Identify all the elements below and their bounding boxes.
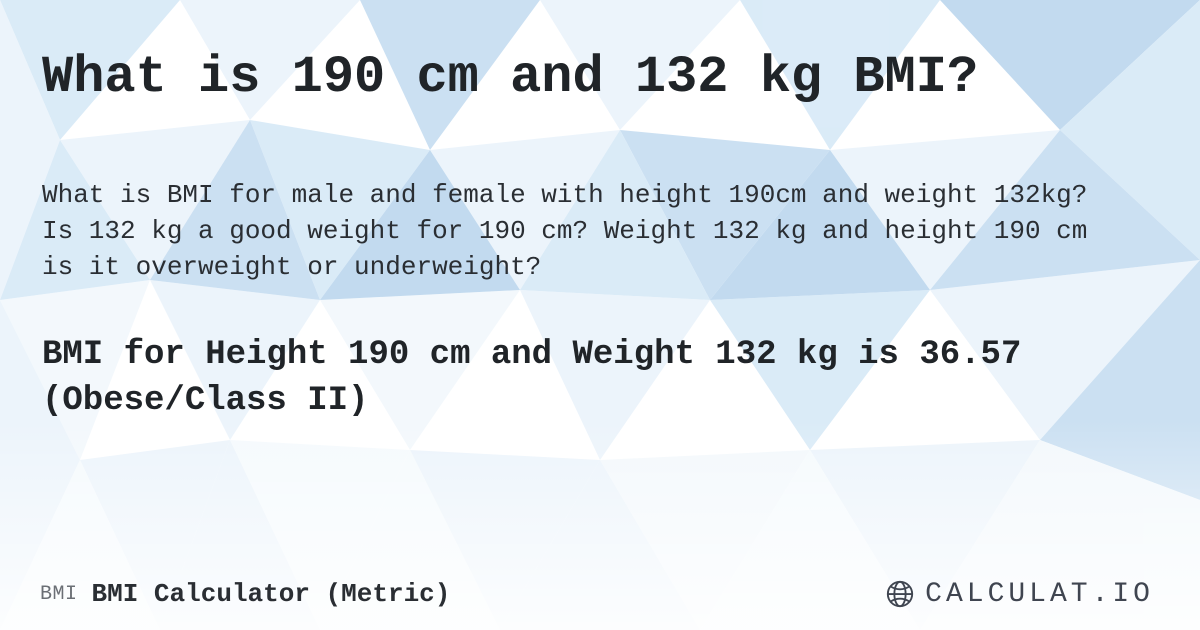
bmi-result: BMI for Height 190 cm and Weight 132 kg … [42,333,1042,425]
main-content: What is 190 cm and 132 kg BMI? What is B… [0,0,1200,425]
brand: CALCULAT.IO [885,579,1154,610]
page-title: What is 190 cm and 132 kg BMI? [42,48,1158,108]
footer-label: BMI Calculator (Metric) [92,579,451,609]
brand-text: CALCULAT.IO [925,579,1154,610]
footer-left: BMI BMI Calculator (Metric) [40,579,450,609]
globe-icon [885,579,915,609]
bmi-badge: BMI [40,583,78,606]
page-description: What is BMI for male and female with hei… [42,178,1122,286]
footer: BMI BMI Calculator (Metric) CALCULAT.IO [0,558,1200,630]
